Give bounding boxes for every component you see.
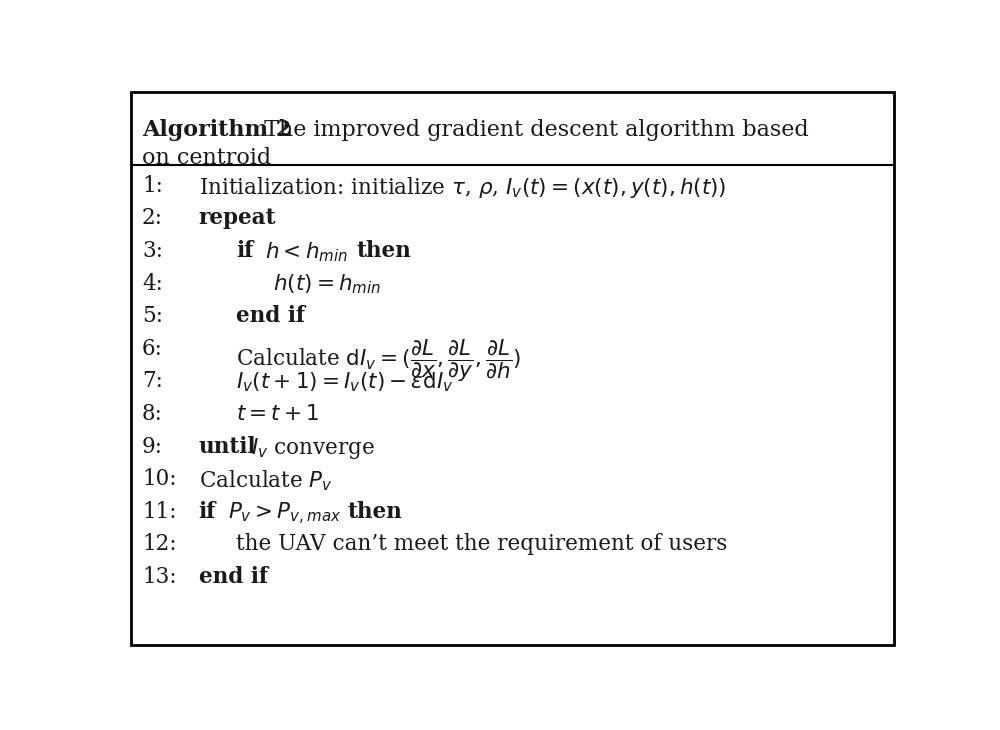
Text: 8:: 8: [142, 403, 163, 425]
Text: 2:: 2: [142, 207, 163, 229]
Text: 10:: 10: [142, 468, 177, 490]
Text: 11:: 11: [142, 501, 177, 523]
Text: then: then [357, 240, 411, 262]
Text: Calculate $P_v$: Calculate $P_v$ [199, 468, 333, 493]
Text: $P_v > P_{v,max}$: $P_v > P_{v,max}$ [228, 501, 341, 527]
Text: if: if [236, 240, 253, 262]
Text: end if: end if [199, 566, 268, 588]
Text: on centroid: on centroid [142, 147, 271, 169]
Text: 3:: 3: [142, 240, 163, 262]
Text: $I_v$ converge: $I_v$ converge [251, 436, 375, 461]
Text: 1:: 1: [142, 174, 163, 196]
Text: Calculate $\mathrm{d}I_v = (\dfrac{\partial L}{\partial x}, \dfrac{\partial L}{\: Calculate $\mathrm{d}I_v = (\dfrac{\part… [236, 338, 521, 385]
Text: Algorithm 2: Algorithm 2 [142, 118, 291, 140]
Text: 9:: 9: [142, 436, 163, 458]
Text: 5:: 5: [142, 305, 163, 327]
Text: 12:: 12: [142, 534, 177, 556]
Text: repeat: repeat [199, 207, 276, 229]
Text: if: if [199, 501, 216, 523]
Text: $h < h_{min}$: $h < h_{min}$ [265, 240, 348, 264]
Text: Initialization: initialize $\tau$, $\rho$, $I_v(t) = (x(t), y(t), h(t))$: Initialization: initialize $\tau$, $\rho… [199, 174, 726, 200]
Text: until: until [199, 436, 256, 458]
Text: 7:: 7: [142, 370, 163, 392]
Text: $t = t+1$: $t = t+1$ [236, 403, 319, 425]
Text: end if: end if [236, 305, 305, 327]
Text: 4:: 4: [142, 272, 163, 294]
Text: The improved gradient descent algorithm based: The improved gradient descent algorithm … [257, 118, 808, 140]
Text: $h(t) = h_{min}$: $h(t) = h_{min}$ [273, 272, 381, 296]
Text: 6:: 6: [142, 338, 163, 360]
Text: $I_v(t+1) = I_v(t) - \varepsilon\mathrm{d}I_v$: $I_v(t+1) = I_v(t) - \varepsilon\mathrm{… [236, 370, 453, 394]
Text: the UAV can’t meet the requirement of users: the UAV can’t meet the requirement of us… [236, 534, 727, 556]
Text: then: then [347, 501, 402, 523]
Text: 13:: 13: [142, 566, 177, 588]
FancyBboxPatch shape [131, 92, 894, 645]
